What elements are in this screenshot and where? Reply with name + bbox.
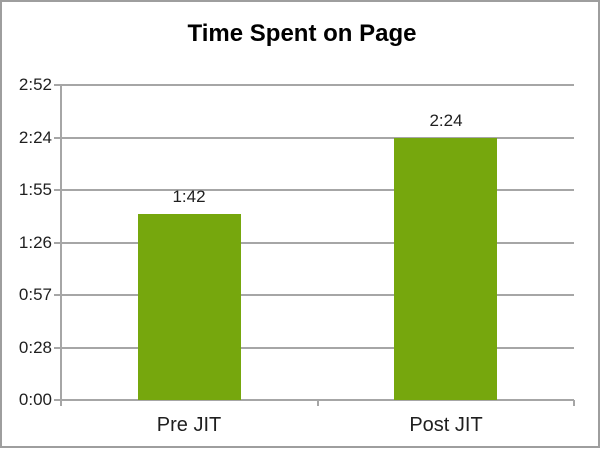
bar-value-label: 1:42 [172, 187, 206, 207]
y-tick-mark [54, 294, 61, 296]
y-axis-label: 1:55 [18, 180, 52, 199]
y-axis-label: 0:28 [18, 337, 52, 357]
x-tick-mark [60, 400, 62, 406]
gridline [61, 84, 574, 86]
y-tick-mark [54, 346, 61, 349]
x-axis-category-label: Post JIT [409, 414, 483, 436]
x-axis-category-label: Pre JIT [156, 414, 222, 436]
y-axis-line [60, 85, 62, 406]
y-tick-mark [54, 189, 61, 191]
gridline [61, 136, 574, 139]
gridline [61, 294, 574, 296]
gridline [61, 346, 574, 349]
y-axis-label: 2:24 [18, 127, 52, 147]
y-tick-mark [54, 136, 61, 139]
y-tick-mark [54, 84, 61, 86]
bar-pre-jit [138, 214, 241, 400]
y-tick-mark [54, 399, 61, 401]
y-axis-label: 0:00 [18, 390, 52, 409]
chart-title: Time Spent on Page [187, 20, 417, 47]
x-tick-mark [573, 400, 575, 406]
y-tick-mark [54, 241, 61, 244]
y-axis-label: 1:26 [18, 232, 52, 252]
y-axis-label: 2:52 [18, 75, 52, 94]
bar-value-label: 2:24 [429, 110, 463, 130]
x-tick-mark [316, 400, 319, 406]
gridline [61, 189, 574, 191]
bar-post-jit [394, 137, 497, 400]
gridline [61, 241, 574, 244]
y-axis-label: 0:57 [18, 285, 52, 304]
